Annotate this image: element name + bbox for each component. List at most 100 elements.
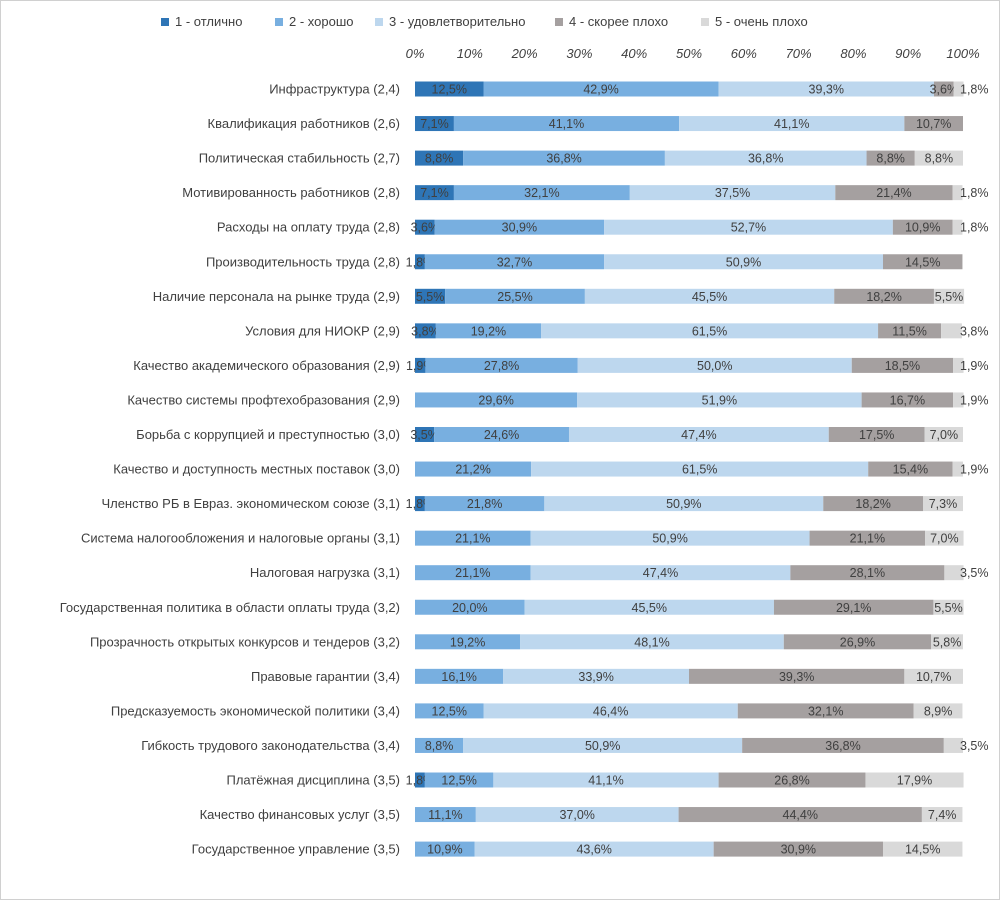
bar-row: Система налогообложения и налоговые орга…	[81, 530, 964, 546]
bar-row: Прозрачность открытых конкурсов и тендер…	[90, 634, 963, 650]
bar-segment	[568, 427, 829, 442]
data-label: 8,8%	[876, 152, 905, 166]
data-label: 32,7%	[497, 255, 532, 269]
category-label: Налоговая нагрузка (3,1)	[250, 565, 400, 580]
data-label: 7,0%	[930, 532, 959, 546]
data-label: 32,1%	[808, 704, 843, 718]
data-label: 8,8%	[425, 739, 454, 753]
legend-swatch	[375, 18, 383, 26]
bar-segment	[530, 565, 791, 581]
legend-item: 4 - скорее плохо	[555, 14, 668, 29]
data-label: 61,5%	[692, 324, 727, 338]
category-label: Наличие персонала на рынке труда (2,9)	[153, 289, 400, 304]
data-label: 5,5%	[935, 290, 964, 304]
data-label: 21,4%	[876, 186, 911, 200]
data-label: 28,1%	[850, 566, 885, 580]
bar-segment	[483, 703, 738, 719]
bar-row: Предсказуемость экономической политики (…	[111, 703, 963, 719]
category-label: Условия для НИОКР (2,9)	[245, 323, 400, 338]
data-label: 19,2%	[471, 324, 506, 338]
bar-segment	[415, 323, 436, 339]
bar-segment	[415, 599, 525, 615]
bar-segment	[424, 496, 545, 512]
bar-segment	[878, 323, 942, 339]
bar-segment	[415, 807, 476, 823]
bar-segment	[415, 565, 531, 581]
bar-segment	[424, 254, 605, 270]
legend-swatch	[555, 18, 563, 26]
data-label: 52,7%	[731, 221, 766, 235]
data-label: 1,8%	[960, 186, 989, 200]
data-label: 11,1%	[428, 808, 463, 822]
data-label: 3,6%	[411, 221, 440, 235]
data-label: 7,0%	[930, 428, 959, 442]
data-label: 36,8%	[825, 739, 860, 753]
data-label: 26,8%	[774, 774, 809, 788]
data-label: 1,9%	[960, 359, 989, 373]
category-label: Мотивированность работников (2,8)	[182, 185, 400, 200]
bar-segment	[541, 323, 879, 339]
legend-item: 5 - очень плохо	[701, 14, 808, 29]
data-label: 48,1%	[634, 635, 669, 649]
data-label: 39,3%	[779, 670, 814, 684]
bar-segment	[922, 496, 963, 512]
bar-row: Наличие персонала на рынке труда (2,9) 5,…	[153, 288, 965, 304]
bar-segment	[718, 772, 866, 788]
bar-segment	[953, 81, 964, 97]
bar-segment	[823, 496, 923, 512]
category-label: Государственная политика в области оплат…	[60, 600, 400, 615]
data-label: 51,9%	[702, 393, 737, 407]
bar-row: Политическая стабильность (2,7) 8,8% 36,8%…	[199, 150, 963, 166]
legend-label: 1 - отлично	[175, 14, 242, 29]
data-label: 26,9%	[840, 635, 875, 649]
data-label: 21,2%	[455, 463, 490, 477]
data-label: 50,9%	[666, 497, 701, 511]
bar-segment	[483, 81, 719, 97]
category-label: Производительность труда (2,8)	[206, 254, 400, 269]
data-label: 7,1%	[420, 186, 449, 200]
data-label: 21,1%	[455, 566, 490, 580]
data-label: 47,4%	[643, 566, 678, 580]
bar-row: Качество финансовых услуг (3,5) 11,1% 37,0…	[200, 807, 963, 823]
bar-segment	[424, 772, 494, 788]
bar-segment	[809, 530, 926, 546]
category-label: Борьба с коррупцией и преступностью (3,0…	[136, 427, 400, 442]
bar-segment	[520, 634, 784, 650]
bar-segment	[914, 150, 963, 166]
bar-segment	[415, 288, 446, 304]
bar-segment	[904, 116, 963, 132]
data-label: 10,9%	[905, 221, 940, 235]
data-label: 37,0%	[559, 808, 594, 822]
legend-label: 5 - очень плохо	[715, 14, 808, 29]
data-label: 3,5%	[410, 428, 439, 442]
data-label: 27,8%	[484, 359, 519, 373]
bar-segment	[415, 634, 521, 650]
bar-row: Качество и доступность местных поставок …	[113, 461, 989, 477]
bar-segment	[415, 219, 435, 235]
bar-segment	[415, 668, 504, 684]
legend-label: 4 - скорее плохо	[569, 14, 668, 29]
bar-segment	[925, 530, 964, 546]
data-label: 29,1%	[836, 601, 871, 615]
bar-segment	[463, 150, 665, 166]
x-tick-label: 90%	[895, 46, 921, 61]
bar-segment	[524, 599, 774, 615]
bar-segment	[604, 254, 883, 270]
bar-segment	[941, 323, 962, 339]
bar-segment	[434, 219, 605, 235]
data-label: 43,6%	[576, 843, 611, 857]
data-label: 8,9%	[924, 704, 953, 718]
bar-segment	[415, 496, 425, 512]
bar-row: Производительность труда (2,8) 1,8% 32,7% 5…	[206, 254, 963, 270]
bar-segment	[445, 288, 585, 304]
data-label: 36,8%	[748, 152, 783, 166]
data-label: 50,9%	[652, 532, 687, 546]
bar-segment	[952, 185, 963, 201]
bar-segment	[475, 807, 679, 823]
bar-row: Квалификация работников (2,6) 7,1% 41,1% 41…	[208, 116, 963, 132]
x-tick-label: 10%	[457, 46, 483, 61]
data-label: 10,7%	[916, 117, 951, 131]
data-label: 3,8%	[411, 324, 440, 338]
category-label: Качество системы профтехобразования (2,9…	[127, 392, 400, 407]
bar-segment	[933, 599, 964, 615]
